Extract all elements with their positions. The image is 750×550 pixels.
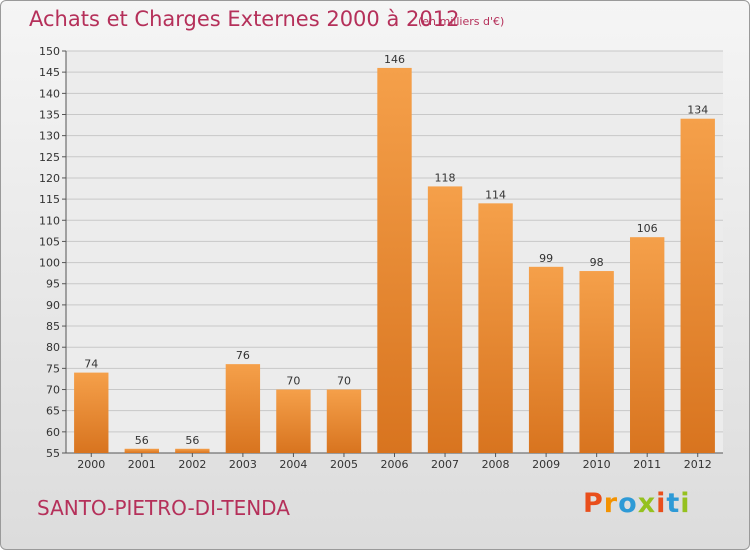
y-tick-label: 105: [39, 235, 60, 248]
y-tick-label: 120: [39, 172, 60, 185]
x-tick-label: 2010: [583, 458, 611, 471]
bar: [74, 372, 109, 453]
x-tick-label: 2005: [330, 458, 358, 471]
place-name: SANTO-PIETRO-DI-TENDA: [37, 496, 290, 520]
y-tick-label: 125: [39, 151, 60, 164]
bar: [276, 389, 311, 453]
y-tick-label: 135: [39, 108, 60, 121]
x-tick-label: 2011: [633, 458, 661, 471]
y-tick-label: 80: [46, 341, 60, 354]
bar: [630, 237, 665, 453]
data-label: 56: [135, 434, 149, 447]
brand-letter: i: [680, 488, 691, 519]
data-label: 99: [539, 252, 553, 265]
y-tick-label: 75: [46, 362, 60, 375]
x-tick-label: 2008: [482, 458, 510, 471]
bar: [124, 448, 159, 453]
y-tick-label: 145: [39, 66, 60, 79]
brand-letter: o: [618, 488, 638, 519]
x-tick-label: 2001: [128, 458, 156, 471]
y-tick-label: 65: [46, 405, 60, 418]
data-label: 76: [236, 349, 250, 362]
y-tick-label: 110: [39, 214, 60, 227]
bar: [427, 186, 463, 453]
bar: [478, 203, 513, 453]
data-label: 118: [435, 171, 456, 184]
brand-logo[interactable]: Proxiti: [583, 488, 691, 519]
bar: [680, 118, 715, 453]
data-label: 98: [590, 256, 604, 269]
data-label: 70: [337, 375, 351, 388]
data-label: 146: [384, 53, 405, 66]
x-tick-label: 2000: [77, 458, 105, 471]
data-label: 70: [286, 375, 300, 388]
brand-letter: x: [637, 488, 657, 519]
brand-letter: t: [666, 488, 681, 519]
x-tick-label: 2003: [229, 458, 257, 471]
x-tick-label: 2009: [532, 458, 560, 471]
labels: 55 60 65 70 75 80 85 90 95 100 105 110 115 120 125 130 1…: [39, 45, 712, 471]
x-tick-label: 2012: [684, 458, 712, 471]
y-tick-label: 150: [39, 45, 60, 58]
x-tick-label: 2006: [381, 458, 409, 471]
data-label: 74: [84, 358, 98, 371]
y-tick-label: 140: [39, 87, 60, 100]
brand-letter: r: [603, 488, 619, 519]
x-tick-label: 2002: [178, 458, 206, 471]
bar: [528, 266, 564, 453]
bar: [175, 448, 210, 453]
bar: [377, 67, 412, 453]
bar: [579, 271, 614, 453]
chart-subtitle: (en milliers d'€): [418, 15, 505, 28]
bar: [225, 364, 261, 453]
y-tick-label: 115: [39, 193, 60, 206]
x-tick-label: 2007: [431, 458, 459, 471]
y-tick-label: 100: [39, 257, 60, 270]
bar: [326, 389, 362, 453]
y-tick-label: 60: [46, 426, 60, 439]
bars: [74, 67, 715, 453]
y-tick-label: 70: [46, 384, 60, 397]
chart-title: Achats et Charges Externes 2000 à 2012: [29, 7, 460, 31]
x-tick-label: 2004: [279, 458, 307, 471]
brand-letter: i: [656, 488, 667, 519]
y-tick-label: 85: [46, 320, 60, 333]
y-tick-label: 55: [46, 447, 60, 460]
y-tick-label: 95: [46, 278, 60, 291]
y-tick-label: 130: [39, 130, 60, 143]
data-label: 106: [637, 222, 658, 235]
data-label: 56: [185, 434, 199, 447]
y-tick-label: 90: [46, 299, 60, 312]
brand-letter: P: [583, 488, 604, 519]
data-label: 114: [485, 188, 506, 201]
data-label: 134: [687, 104, 708, 117]
